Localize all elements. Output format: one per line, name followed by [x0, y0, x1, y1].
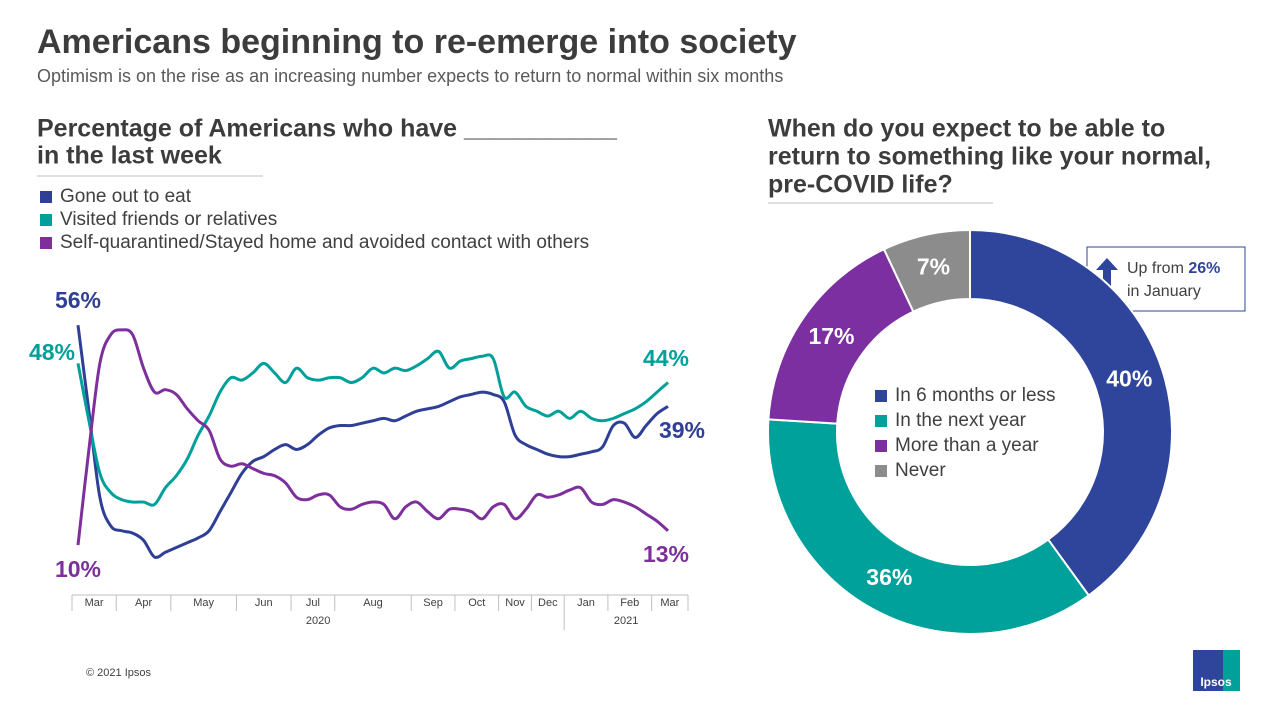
data-label: 7%: [917, 254, 950, 280]
month-label: Oct: [468, 597, 485, 609]
donut-title: When do you expect to be able to: [768, 115, 1165, 143]
up-arrow: [1096, 258, 1118, 306]
logo-bg: [1193, 650, 1223, 691]
legend-label: Gone out to eat: [60, 186, 192, 207]
data-label: 13%: [643, 541, 689, 567]
annotation-prefix: Up from: [1127, 260, 1184, 277]
month-label: Jun: [255, 597, 273, 609]
donut-title: pre-COVID life?: [768, 171, 953, 199]
donut-segment: [767, 418, 1091, 635]
data-label: 40%: [1106, 365, 1152, 391]
series-line: [76, 324, 669, 559]
legend-swatch: [875, 390, 887, 402]
annotation-suffix: in January: [1127, 283, 1201, 300]
month-label: Feb: [620, 597, 639, 609]
data-label: 56%: [55, 287, 101, 313]
legend-label: Never: [895, 460, 946, 481]
month-label: Mar: [85, 597, 104, 609]
data-label: 10%: [55, 556, 101, 582]
footer: © 2021 Ipsos: [86, 667, 151, 679]
month-label: Mar: [660, 597, 679, 609]
month-label: May: [193, 597, 214, 609]
donut-segment: [882, 228, 971, 313]
month-label: Aug: [363, 597, 383, 609]
month-label: Sep: [423, 597, 443, 609]
data-label: 36%: [866, 564, 912, 590]
month-label: Apr: [135, 597, 152, 609]
slide-title: Americans beginning to re-emerge into so…: [37, 23, 797, 61]
month-label: Jan: [577, 597, 595, 609]
legend-label: Self-quarantined/Stayed home and avoided…: [60, 232, 589, 253]
legend-swatch: [40, 191, 52, 203]
year-label: 2020: [306, 615, 330, 627]
slide-subtitle: Optimism is on the rise as an increasing…: [37, 66, 783, 86]
donut-title: return to something like your normal,: [768, 143, 1211, 171]
legend-swatch: [875, 465, 887, 477]
month-label: Nov: [505, 597, 525, 609]
legend-swatch: [40, 237, 52, 249]
annotation-highlight: 26%: [1188, 260, 1220, 277]
legend-label: In 6 months or less: [895, 385, 1056, 406]
data-label: 39%: [659, 417, 705, 443]
legend-swatch: [875, 440, 887, 452]
line-chart-title: in the last week: [37, 142, 222, 170]
series-line: [76, 349, 669, 507]
logo: Ipsos: [1200, 675, 1232, 689]
annotation-text: Up from 26%: [1127, 260, 1220, 277]
legend-swatch: [875, 415, 887, 427]
month-label: Dec: [538, 597, 558, 609]
month-label: Jul: [306, 597, 320, 609]
line-chart-title: Percentage of Americans who have _______…: [37, 115, 618, 143]
series-line: [76, 328, 669, 546]
legend-label: In the next year: [895, 410, 1027, 431]
donut-segment: [969, 228, 1173, 597]
year-label: 2021: [614, 615, 638, 627]
data-label: 17%: [808, 323, 854, 349]
legend-label: More than a year: [895, 435, 1039, 456]
legend-swatch: [40, 214, 52, 226]
data-label: 48%: [29, 339, 75, 365]
legend-label: Visited friends or relatives: [60, 209, 277, 230]
data-label: 44%: [643, 345, 689, 371]
